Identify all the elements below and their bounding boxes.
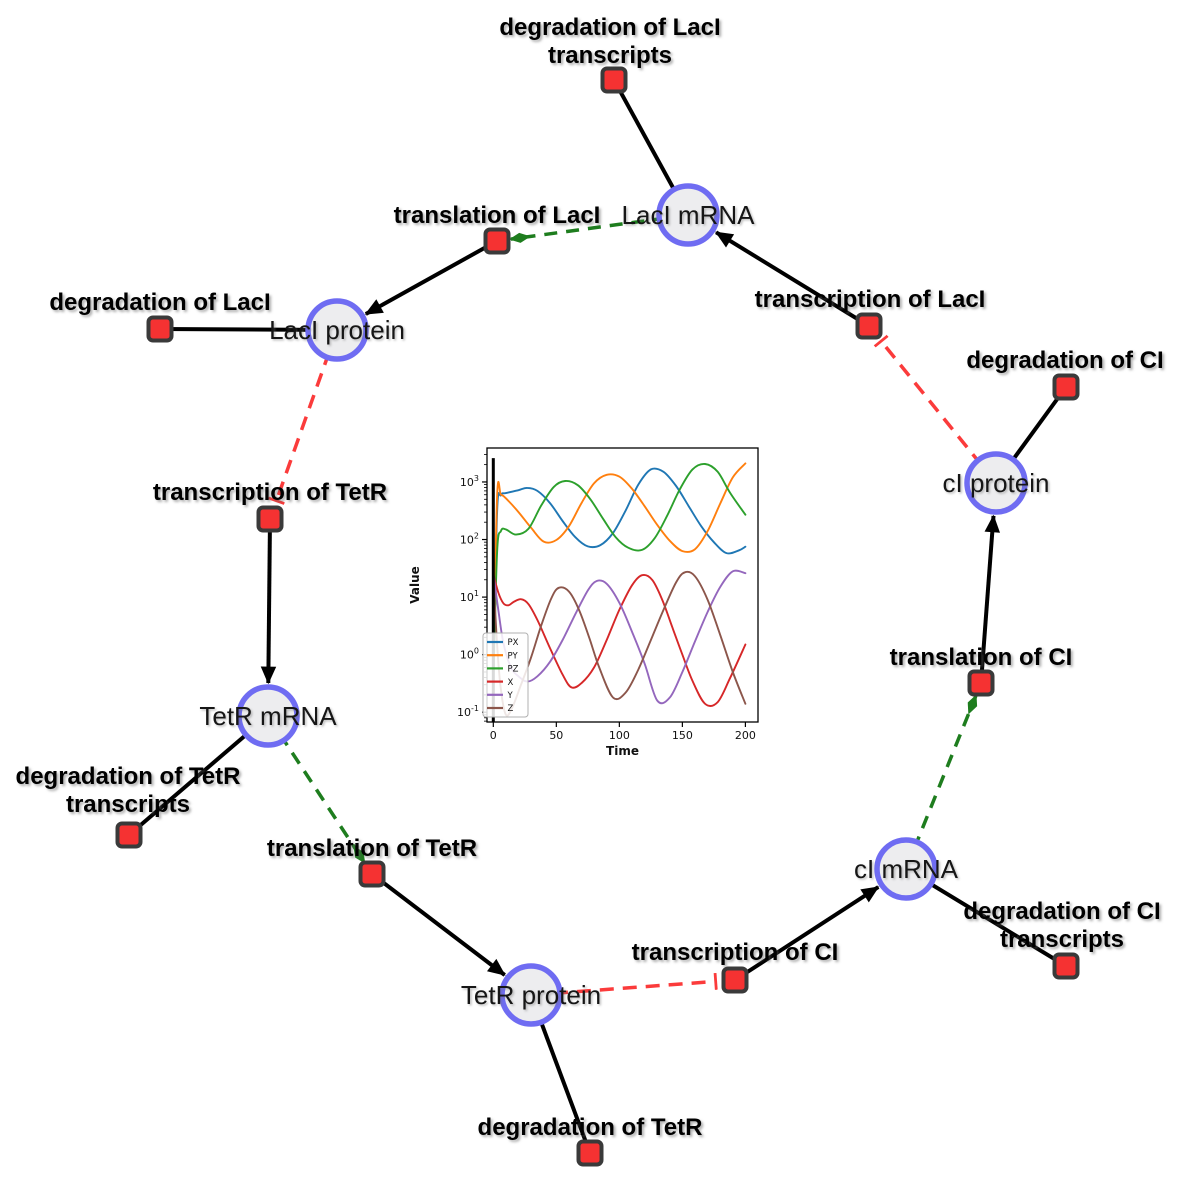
reaction-node-transcription_tetr <box>256 505 284 533</box>
reaction-node-deg_ci <box>1052 373 1080 401</box>
legend-entry-PX: PX <box>508 638 519 648</box>
legend: PX PY PZ XYZ <box>482 632 529 718</box>
x-tick-label: 0 <box>490 729 497 742</box>
legend-entry-PZ: PZ <box>508 665 519 675</box>
legend-entry-Z: Z <box>508 704 514 714</box>
reaction-node-deg_tetr <box>576 1139 604 1167</box>
edge-transcription_ci-ci_mrna <box>733 885 880 982</box>
reaction-label-deg_tetr: degradation of TetR <box>478 1114 703 1141</box>
edge-translation_ci-ci_protein <box>979 514 1001 684</box>
reaction-label-transcription_tetr: transcription of TetR <box>153 479 387 506</box>
species-label-ci_protein: cI protein <box>943 468 1050 498</box>
legend-entry-Y: Y <box>507 691 514 701</box>
edge-transcription_laci-laci_mrna <box>715 230 871 328</box>
reaction-node-translation_laci <box>483 227 511 255</box>
series-line-PY <box>492 462 747 686</box>
reaction-node-deg_tetr_transcripts <box>115 821 143 849</box>
reaction-node-deg_ci_transcripts <box>1052 952 1080 980</box>
reaction-label-translation_tetr: translation of TetR <box>267 835 477 862</box>
reaction-label-deg_tetr_transcripts: degradation of TetR transcripts <box>16 763 241 818</box>
reaction-label-transcription_laci: transcription of LacI <box>755 286 986 313</box>
axes-frame <box>486 447 759 723</box>
species-node-tetr_protein <box>499 963 563 1027</box>
reaction-label-deg_ci: degradation of CI <box>966 347 1163 374</box>
species-label-ci_mrna: cI mRNA <box>854 854 959 884</box>
reaction-label-deg_ci_transcripts: degradation of CI transcripts <box>963 898 1160 953</box>
legend-entry-X: X <box>508 678 514 688</box>
x-tick-label: 100 <box>609 729 630 742</box>
reaction-node-translation_tetr <box>358 860 386 888</box>
x-tick-label: 200 <box>735 729 756 742</box>
edge-transcription_tetr-tetr_mrna <box>260 518 277 685</box>
timeseries-plot: 0 50 100 150 20010-1100101102103TimeValuePXP… <box>408 428 773 773</box>
reaction-node-translation_ci <box>967 669 995 697</box>
x-tick-label: 50 <box>549 729 563 742</box>
species-label-laci_mrna: LacI mRNA <box>622 200 756 230</box>
reaction-node-deg_laci_transcripts <box>600 66 628 94</box>
species-node-ci_protein <box>964 451 1028 515</box>
species-label-tetr_protein: TetR protein <box>461 980 601 1010</box>
x-axis-title: Time <box>606 744 639 758</box>
edge-translation_laci-laci_protein <box>364 239 498 316</box>
edge-translation_tetr-tetr_protein <box>370 872 506 977</box>
species-node-ci_mrna <box>874 837 938 901</box>
x-tick-label: 150 <box>672 729 693 742</box>
legend-entry-PY: PY <box>508 651 519 661</box>
reaction-label-deg_laci: degradation of LacI <box>49 289 270 316</box>
reaction-node-deg_laci <box>146 315 174 343</box>
y-axis-title: Value <box>408 566 422 604</box>
species-node-tetr_mrna <box>236 684 300 748</box>
reaction-node-transcription_laci <box>855 312 883 340</box>
reaction-label-translation_laci: translation of LacI <box>394 202 601 229</box>
series-line-PZ <box>492 462 747 686</box>
reaction-label-translation_ci: translation of CI <box>890 644 1073 671</box>
species-label-laci_protein: LacI protein <box>269 315 405 345</box>
series-line-X <box>492 573 747 707</box>
series-line-PX <box>492 467 747 686</box>
species-node-laci_mrna <box>656 183 720 247</box>
reaction-label-transcription_ci: transcription of CI <box>632 939 839 966</box>
species-label-tetr_mrna: TetR mRNA <box>199 701 337 731</box>
species-node-laci_protein <box>305 298 369 362</box>
reaction-node-transcription_ci <box>721 966 749 994</box>
reaction-label-deg_laci_transcripts: degradation of LacI transcripts <box>499 14 720 69</box>
